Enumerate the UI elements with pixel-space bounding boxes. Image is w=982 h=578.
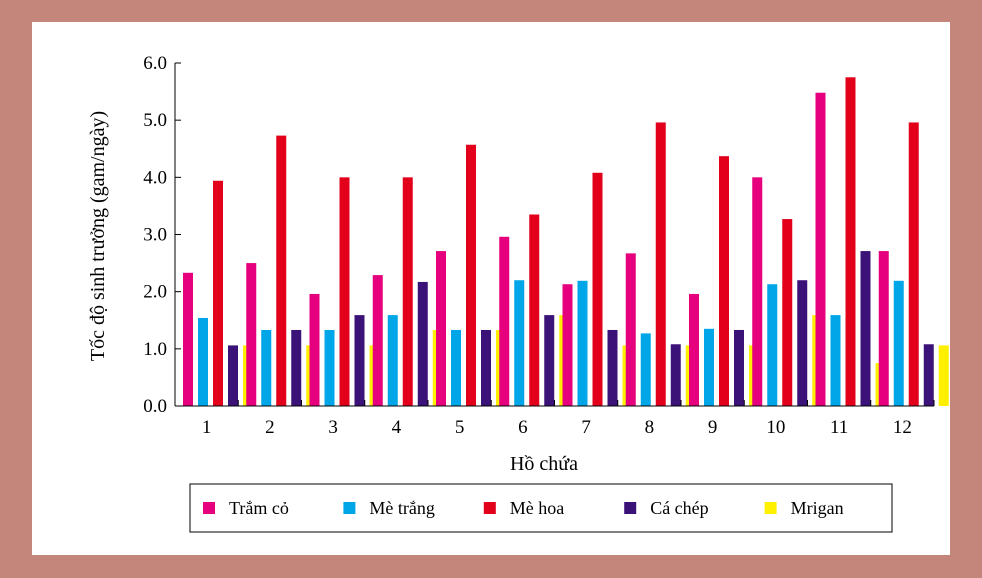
bar — [261, 329, 272, 406]
bar — [845, 77, 856, 406]
legend: Trắm cỏ Mè trắng Mè hoa Cá chép Mrigan — [189, 483, 893, 533]
legend-label: Mè hoa — [510, 498, 564, 518]
bar — [481, 329, 491, 406]
bar — [213, 180, 223, 406]
y-tick-label: 3.0 — [143, 225, 167, 246]
x-tick-label: 9 — [708, 417, 718, 438]
bar — [451, 329, 461, 406]
x-tick-label: 1 — [202, 417, 212, 438]
x-tick-label: 3 — [328, 417, 338, 438]
bar — [860, 251, 871, 406]
bar — [402, 177, 413, 406]
bar — [387, 315, 398, 406]
bar — [704, 328, 714, 406]
bar — [908, 122, 919, 406]
y-tick-label: 4.0 — [143, 167, 167, 188]
bar — [655, 122, 666, 406]
legend-label: Mrigan — [791, 498, 844, 518]
x-tick-label: 8 — [645, 417, 655, 438]
y-tick-label: 6.0 — [143, 53, 167, 74]
x-tick-label: 5 — [455, 417, 465, 438]
bar — [797, 280, 808, 406]
bar — [577, 280, 588, 406]
bar — [499, 236, 510, 406]
bar — [372, 275, 383, 406]
bar — [719, 156, 729, 406]
legend-swatch — [764, 502, 777, 514]
legend-label: Trắm cỏ — [229, 498, 289, 518]
bar — [782, 219, 793, 406]
bar — [324, 329, 335, 406]
y-tick-label: 2.0 — [143, 282, 167, 303]
bar — [198, 317, 208, 406]
bar — [893, 280, 904, 406]
legend-label: Mè trắng — [369, 498, 434, 518]
bar — [529, 214, 540, 406]
bar — [767, 284, 778, 406]
bar — [354, 315, 365, 406]
bar — [276, 135, 287, 406]
x-tick-label: 11 — [830, 417, 848, 438]
bar — [514, 280, 525, 406]
bar — [734, 329, 744, 406]
bar — [417, 281, 428, 406]
bar — [923, 344, 934, 406]
chart-panel: 0.0 1.0 2.0 3.0 4.0 5.0 6.0 1 2 3 4 5 6 7 8 9 10 11 12 Tốc… — [32, 22, 950, 555]
legend-swatch — [203, 502, 215, 514]
bar — [607, 329, 618, 406]
bars-group — [183, 77, 949, 406]
y-tick-label: 0.0 — [143, 396, 167, 417]
bar — [670, 344, 681, 406]
bar — [815, 92, 826, 406]
x-tick-label: 6 — [518, 417, 528, 438]
legend-swatch — [624, 502, 637, 514]
bar — [689, 293, 699, 406]
bar — [228, 345, 238, 406]
bar — [625, 253, 636, 406]
bar — [830, 315, 841, 406]
y-tick-label: 5.0 — [143, 110, 167, 131]
axes-group: 0.01.02.03.04.05.06.01 2 3 4 5 6 7 8 9 10 11 12 — [143, 53, 935, 438]
x-tick-label: 4 — [392, 417, 402, 438]
bar — [878, 251, 889, 406]
bar — [291, 329, 302, 406]
bar — [246, 263, 257, 406]
x-axis-title: Hồ chứa — [510, 453, 578, 475]
bar — [466, 144, 476, 406]
bar — [562, 284, 573, 406]
bar — [640, 333, 651, 406]
x-tick-label: 2 — [265, 417, 275, 438]
y-tick-label: 1.0 — [143, 339, 167, 360]
legend-label: Cá chép — [650, 498, 708, 518]
bar — [592, 172, 603, 406]
bar-chart: 0.01.02.03.04.05.06.01 2 3 4 5 6 7 8 9 10 11 12 Tốc… — [87, 53, 949, 533]
bar — [183, 272, 193, 406]
bar — [339, 177, 350, 406]
x-tick-label: 7 — [581, 417, 591, 438]
bar — [309, 293, 320, 406]
bar — [938, 345, 949, 406]
bar — [544, 315, 555, 406]
legend-swatch — [483, 502, 496, 514]
bar — [752, 177, 763, 406]
x-tick-label: 10 — [766, 417, 785, 438]
y-axis-title: Tốc độ sinh trưởng (gam/ngày) — [87, 111, 109, 361]
x-tick-label: 12 — [893, 417, 912, 438]
legend-swatch — [343, 502, 356, 514]
bar — [436, 251, 446, 406]
